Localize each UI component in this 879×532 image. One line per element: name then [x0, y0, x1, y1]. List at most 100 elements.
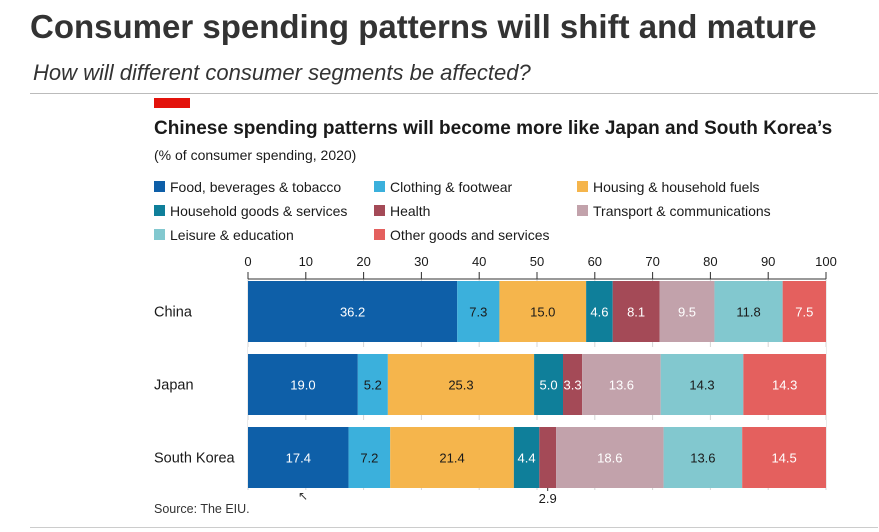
annotations: 2.9	[539, 488, 557, 506]
accent-tag	[154, 98, 190, 108]
legend-swatch	[154, 205, 165, 216]
legend-item-food-beverages-tobacco: Food, beverages & tobacco	[154, 179, 341, 195]
legend-swatch	[154, 229, 165, 240]
bar-segment-japan-transport-communications	[582, 354, 661, 415]
tick-label-0: 0	[244, 254, 251, 269]
data-label: 14.3	[689, 378, 714, 393]
legend-item-housing-household-fuels: Housing & household fuels	[577, 179, 760, 195]
legend-label: Leisure & education	[170, 227, 294, 243]
legend-label: Housing & household fuels	[593, 179, 760, 195]
data-label: 21.4	[439, 451, 464, 466]
tick-label-20: 20	[356, 254, 370, 269]
data-label: 17.4	[286, 451, 311, 466]
bar-segment-china-clothing-footwear	[457, 281, 500, 342]
legend-swatch	[374, 229, 385, 240]
data-label: 13.6	[609, 378, 634, 393]
bar-segment-china-other-goods-and-services	[782, 281, 826, 342]
bars: 36.2 7.3 15.0 4.6 8.1 9.5 11.8 7.5 19.0 5.2 25.3 5.…	[248, 281, 826, 488]
category-label-south-korea: South Korea	[154, 451, 236, 467]
legend-swatch	[577, 181, 588, 192]
bar-segment-south-korea-housing-household-fuels	[390, 427, 514, 488]
legend-label: Household goods & services	[170, 203, 347, 219]
data-label: 14.3	[772, 378, 797, 393]
tick-label-60: 60	[588, 254, 602, 269]
bar-segment-china-food-beverages-tobacco	[248, 281, 458, 342]
legend-swatch	[374, 181, 385, 192]
row-separator	[248, 420, 826, 427]
data-label: 7.5	[795, 305, 813, 320]
bar-segment-japan-household-goods-services	[534, 354, 564, 415]
legend-label: Transport & communications	[593, 203, 771, 219]
legend-item-other-goods-and-services: Other goods and services	[374, 227, 550, 243]
bar-row-south-korea: 17.4 7.2 21.4 4.4 18.6 13.6 14.5	[248, 427, 826, 488]
bar-segment-south-korea-clothing-footwear	[348, 427, 391, 488]
category-label-china: China	[154, 305, 193, 321]
legend-label: Food, beverages & tobacco	[170, 179, 341, 195]
bar-segment-south-korea-other-goods-and-services	[742, 427, 826, 488]
bar-segment-japan-other-goods-and-services	[743, 354, 826, 415]
legend-swatch	[577, 205, 588, 216]
data-label: 19.0	[290, 378, 315, 393]
data-label: 11.8	[736, 305, 760, 320]
bar-segment-japan-leisure-education	[660, 354, 744, 415]
title-divider	[30, 93, 878, 94]
data-label: 8.1	[627, 305, 645, 320]
tick-label-70: 70	[645, 254, 659, 269]
bar-segment-japan-housing-household-fuels	[387, 354, 535, 415]
legend-item-household-goods-services: Household goods & services	[154, 203, 347, 219]
bar-segment-japan-clothing-footwear	[357, 354, 388, 415]
category-labels: China Japan South Korea	[154, 305, 236, 467]
bar-segment-china-health	[612, 281, 660, 342]
data-label: 25.3	[448, 378, 473, 393]
legend-swatch	[374, 205, 385, 216]
slide-subtitle: How will different consumer segments be …	[33, 60, 531, 85]
tick-label-90: 90	[761, 254, 775, 269]
data-label: 4.6	[590, 305, 608, 320]
bottom-divider	[30, 527, 878, 528]
legend-label: Health	[390, 203, 430, 219]
tick-label-80: 80	[703, 254, 717, 269]
bar-segment-south-korea-transport-communications	[556, 427, 664, 488]
mouse-cursor-icon: ↖	[298, 489, 309, 503]
data-label: 5.2	[364, 378, 382, 393]
data-label: 7.2	[360, 451, 378, 466]
data-label: 3.3	[564, 378, 582, 393]
bar-segment-japan-food-beverages-tobacco	[248, 354, 358, 415]
legend-label: Clothing & footwear	[390, 179, 513, 195]
legend-item-leisure-education: Leisure & education	[154, 227, 294, 243]
x-axis-ticks: 0 10 20 30 40 50 60 70 80 90 100	[244, 254, 837, 280]
tick-label-100: 100	[815, 254, 837, 269]
legend-label: Other goods and services	[390, 227, 550, 243]
bar-segment-south-korea-health	[539, 427, 557, 488]
tick-label-10: 10	[299, 254, 313, 269]
chart-title: Chinese spending patterns will become mo…	[154, 118, 832, 139]
data-label: 4.4	[518, 451, 536, 466]
bar-segment-south-korea-household-goods-services	[513, 427, 540, 488]
data-label: 7.3	[469, 305, 487, 320]
tick-label-30: 30	[414, 254, 428, 269]
bar-segment-china-housing-household-fuels	[499, 281, 587, 342]
bar-segment-japan-health	[563, 354, 583, 415]
bar-segment-south-korea-leisure-education	[663, 427, 743, 488]
category-label-japan: Japan	[154, 378, 194, 394]
legend-item-transport-communications: Transport & communications	[577, 203, 771, 219]
bar-segment-china-household-goods-services	[586, 281, 613, 342]
bar-segment-china-transport-communications	[659, 281, 715, 342]
data-label: 15.0	[530, 305, 555, 320]
slide-title: Consumer spending patterns will shift an…	[30, 8, 817, 45]
annotation-label: 2.9	[539, 491, 557, 506]
data-label: 13.6	[690, 451, 715, 466]
bar-row-japan: 19.0 5.2 25.3 5.0 3.3 13.6 14.3 14.3	[248, 354, 826, 415]
chart-subtitle: (% of consumer spending, 2020)	[154, 147, 356, 163]
chart-source: Source: The EIU.	[154, 502, 250, 516]
legend-item-health: Health	[374, 203, 430, 219]
data-label: 18.6	[597, 451, 622, 466]
data-label: 36.2	[340, 305, 365, 320]
data-label: 5.0	[540, 378, 558, 393]
legend: Food, beverages & tobacco Household goods…	[154, 179, 771, 243]
legend-item-clothing-footwear: Clothing & footwear	[374, 179, 513, 195]
data-label: 9.5	[678, 305, 696, 320]
data-label: 14.5	[771, 451, 796, 466]
row-separator	[248, 347, 826, 354]
